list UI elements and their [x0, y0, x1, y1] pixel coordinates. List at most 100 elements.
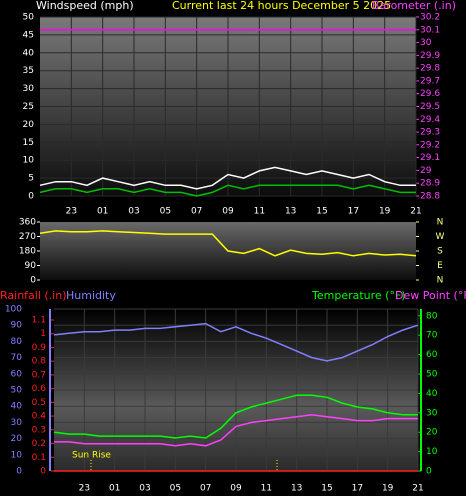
- y3-tick-label: 0: [40, 467, 46, 477]
- y-tick-label: 40: [23, 48, 35, 58]
- y3-tick-label: 0.7: [32, 370, 46, 380]
- y2-tick-label: 29: [420, 166, 432, 176]
- y2-tick-label: 30.1: [420, 25, 440, 35]
- y-tick-label: 10: [23, 156, 35, 166]
- y-tick-label: 5: [28, 174, 34, 184]
- y-tick-label: 270: [19, 232, 36, 242]
- y-tick-label: 0: [16, 467, 22, 477]
- x-tick-label: 13: [285, 207, 296, 217]
- y-tick-label: 15: [23, 138, 34, 148]
- annotation: Sun Rise: [72, 451, 111, 461]
- x-tick-label: 21: [412, 484, 423, 494]
- legend-entry: Dew Point (°F): [395, 289, 466, 302]
- y-tick-label: 30: [11, 418, 23, 428]
- y-tick-label: 50: [23, 13, 35, 23]
- x-tick-label: 11: [254, 207, 265, 217]
- legend-entry: Rainfall (.in): [0, 289, 67, 302]
- x-tick-label: 09: [230, 484, 242, 494]
- x-tick-label: 15: [316, 207, 327, 217]
- x-tick-label: 17: [348, 207, 359, 217]
- y2-tick-label: 29.6: [420, 89, 440, 99]
- x-tick-label: 01: [97, 207, 108, 217]
- x-tick-label: 19: [382, 484, 394, 494]
- y-tick-label: 10: [11, 450, 23, 460]
- y2-tick-label: 30.2: [420, 13, 440, 23]
- x-tick-label: 07: [191, 207, 202, 217]
- y-tick-label: 35: [23, 66, 34, 76]
- y-tick-label: 60: [11, 369, 23, 379]
- y3-tick-label: 1.1: [32, 315, 46, 325]
- y2-tick-label: N: [437, 276, 444, 286]
- x-tick-label: 09: [222, 207, 234, 217]
- x-tick-label: 03: [128, 207, 139, 217]
- y-tick-label: 30: [23, 84, 35, 94]
- series-line: [39, 184, 416, 197]
- y2-tick-label: E: [437, 261, 443, 271]
- y2-tick-label: 29.3: [420, 128, 440, 138]
- x-tick-label: 15: [321, 484, 332, 494]
- y3-tick-label: 0.2: [32, 439, 46, 449]
- y-tick-label: 70: [11, 353, 23, 363]
- y2-tick-label: W: [436, 232, 445, 242]
- y-tick-label: 25: [23, 102, 34, 112]
- y3-tick-label: 0.8: [32, 357, 47, 367]
- y2-axis-title: Barometer (.in): [372, 0, 456, 12]
- y2-tick-label: 10: [426, 447, 438, 457]
- y2-tick-label: 50: [426, 369, 438, 379]
- series-line: [39, 230, 417, 257]
- x-tick-label: 07: [200, 484, 211, 494]
- y2-tick-label: 0: [426, 467, 432, 477]
- y2-tick-label: 30: [426, 408, 438, 418]
- y2-tick-label: 30: [420, 38, 432, 48]
- x-tick-label: 21: [410, 207, 421, 217]
- y-tick-label: 360: [19, 218, 36, 228]
- y-tick-label: 180: [19, 247, 36, 257]
- x-tick-label: 01: [109, 484, 120, 494]
- y3-tick-label: 0.3: [32, 425, 46, 435]
- y-tick-label: 0: [28, 192, 34, 202]
- y-tick-label: 100: [5, 305, 22, 315]
- y2-tick-label: 29.8: [420, 64, 440, 74]
- y-tick-label: 40: [11, 402, 23, 412]
- y-tick-label: 90: [25, 261, 37, 271]
- y2-tick-label: 29.7: [420, 76, 440, 86]
- y-tick-label: 20: [11, 434, 23, 444]
- y3-tick-label: 0.4: [32, 412, 47, 422]
- x-tick-label: 19: [379, 207, 391, 217]
- x-tick-label: 11: [261, 484, 272, 494]
- y-tick-label: 45: [23, 30, 34, 40]
- y-tick-label: 20: [23, 120, 35, 130]
- y2-tick-label: 40: [426, 389, 438, 399]
- y2-tick-label: 29.4: [420, 115, 440, 125]
- series-line: [39, 166, 416, 190]
- y2-tick-label: 28.8: [420, 192, 440, 202]
- y2-tick-label: 29.2: [420, 140, 440, 150]
- chart-title: Current last 24 hours December 5 2025: [172, 0, 391, 12]
- y-tick-label: 80: [11, 337, 23, 347]
- series-line: [54, 413, 418, 447]
- y2-tick-label: 80: [426, 311, 438, 321]
- x-tick-label: 05: [160, 207, 171, 217]
- y3-tick-label: 0.5: [32, 398, 46, 408]
- y-tick-label: 90: [11, 321, 23, 331]
- y2-tick-label: 29.5: [420, 102, 440, 112]
- y-tick-label: 0: [30, 276, 36, 286]
- series-line: [53, 322, 419, 362]
- y-tick-label: 50: [11, 386, 23, 396]
- y2-tick-label: 29.1: [420, 153, 440, 163]
- x-tick-label: 13: [291, 484, 302, 494]
- y2-tick-label: S: [437, 247, 443, 257]
- y2-tick-label: 28.9: [420, 179, 440, 189]
- y3-tick-label: 0.1: [32, 453, 46, 463]
- y3-tick-label: 1: [40, 329, 46, 339]
- y2-tick-label: N: [437, 218, 444, 228]
- x-tick-label: 23: [79, 484, 90, 494]
- y3-tick-label: 0.9: [32, 343, 47, 353]
- y2-tick-label: 29.9: [420, 51, 440, 61]
- x-tick-label: 17: [352, 484, 363, 494]
- legend-entry: Humidity: [66, 289, 116, 302]
- series-line: [53, 394, 418, 439]
- x-tick-label: 03: [139, 484, 150, 494]
- y2-tick-label: 20: [426, 428, 438, 438]
